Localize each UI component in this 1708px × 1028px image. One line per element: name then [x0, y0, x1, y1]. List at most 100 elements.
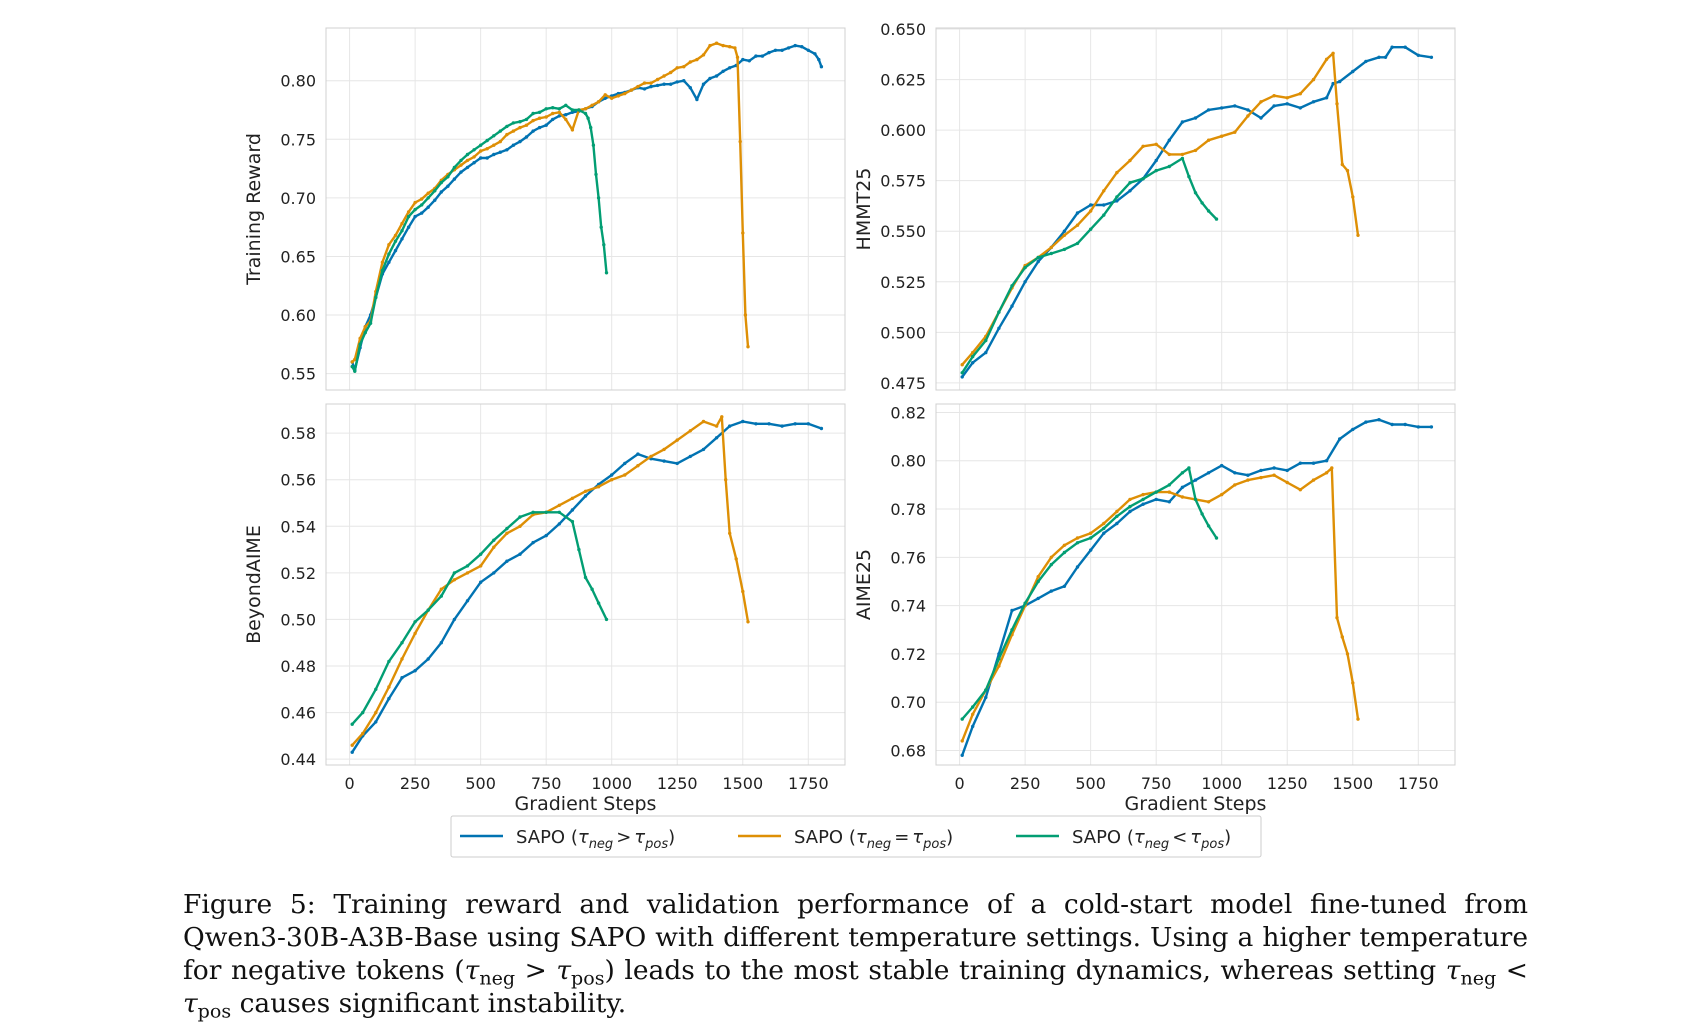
data-point — [557, 110, 561, 115]
x-tick-label: 1500 — [722, 774, 763, 793]
data-point — [662, 82, 666, 86]
data-point — [1089, 548, 1093, 552]
data-point — [1403, 45, 1407, 49]
data-point — [662, 459, 666, 463]
data-point — [433, 198, 437, 202]
legend-label-neg-lt-pos: SAPO (τneg < τpos) — [1072, 827, 1231, 852]
data-point — [1089, 209, 1093, 213]
data-point — [743, 313, 748, 317]
data-point — [997, 310, 1001, 314]
data-point — [1285, 102, 1289, 106]
y-tick-label: 0.50 — [280, 610, 316, 629]
data-point — [387, 696, 391, 701]
data-point — [1298, 106, 1303, 110]
data-point — [997, 664, 1001, 668]
data-point — [780, 48, 784, 52]
figure-caption: Figure 5: Training reward and validation… — [183, 889, 1528, 1023]
data-point — [518, 125, 522, 130]
data-point — [1311, 100, 1316, 104]
data-point — [754, 422, 758, 426]
data-point — [524, 117, 529, 122]
data-point — [596, 485, 601, 489]
data-point — [728, 424, 732, 428]
data-point — [492, 152, 496, 157]
data-point — [1193, 191, 1198, 195]
data-point — [1075, 241, 1080, 246]
data-point — [642, 87, 647, 91]
y-axis-label: Training Reward — [243, 133, 265, 286]
data-point — [1180, 156, 1185, 161]
data-point — [459, 163, 463, 167]
data-point — [997, 657, 1001, 661]
data-point — [413, 214, 417, 219]
data-point — [636, 464, 640, 468]
data-point — [413, 631, 417, 636]
y-tick-label: 0.82 — [890, 403, 926, 422]
data-point — [1154, 490, 1158, 494]
data-point — [1062, 233, 1067, 237]
data-point — [1167, 483, 1172, 487]
data-point — [350, 364, 354, 369]
plot-frame — [935, 403, 1456, 766]
data-point — [741, 419, 745, 424]
data-point — [577, 547, 581, 552]
data-point — [1154, 497, 1158, 502]
data-point — [1102, 521, 1106, 526]
data-point — [492, 143, 496, 147]
data-point — [544, 510, 548, 514]
data-point — [452, 578, 457, 582]
data-point — [1115, 195, 1119, 199]
data-point — [1023, 280, 1027, 284]
data-point — [1089, 536, 1093, 540]
y-axis-label: HMMT25 — [853, 168, 875, 251]
data-point — [420, 211, 424, 215]
data-point — [806, 48, 810, 52]
data-point — [1345, 168, 1350, 173]
data-point — [498, 129, 502, 133]
y-tick-label: 0.70 — [280, 189, 316, 208]
data-point — [793, 422, 797, 426]
data-point — [604, 271, 609, 275]
data-point — [1049, 245, 1054, 250]
legend: SAPO (τneg > τpos) SAPO (τneg = τpos) SAPO (… — [450, 815, 1262, 858]
data-point — [1259, 468, 1263, 473]
x-tick-label: 250 — [400, 774, 431, 793]
data-point — [984, 350, 988, 355]
data-point — [688, 86, 692, 90]
data-point — [984, 338, 988, 343]
data-point — [406, 210, 411, 214]
data-point — [1049, 555, 1054, 559]
data-point — [773, 48, 778, 52]
data-point — [492, 571, 496, 575]
data-point — [1102, 531, 1106, 535]
data-point — [1180, 120, 1185, 124]
y-tick-label: 0.475 — [880, 374, 926, 393]
data-point — [1128, 497, 1132, 502]
data-point — [570, 128, 575, 132]
series-line-neg-eq-pos — [351, 415, 750, 747]
series-line-neg-gt-pos — [351, 44, 823, 372]
data-point — [413, 200, 417, 205]
data-point — [1167, 152, 1172, 157]
data-point — [1324, 96, 1329, 100]
data-point — [721, 43, 725, 48]
data-point — [971, 705, 975, 709]
data-point — [623, 91, 627, 96]
data-point — [1285, 468, 1289, 473]
data-point — [446, 175, 450, 179]
data-point — [551, 117, 555, 122]
data-point — [1214, 217, 1219, 221]
data-point — [1390, 45, 1394, 49]
data-point — [406, 225, 411, 229]
data-point — [767, 422, 771, 426]
data-point — [465, 165, 470, 170]
data-point — [1298, 461, 1303, 465]
x-tick-label: 1000 — [1201, 774, 1242, 793]
data-point — [1311, 461, 1316, 465]
data-point — [738, 139, 742, 144]
data-point — [960, 739, 964, 743]
data-point — [1272, 466, 1276, 470]
data-point — [1403, 422, 1407, 427]
data-point — [1167, 138, 1172, 142]
data-point — [623, 461, 627, 466]
